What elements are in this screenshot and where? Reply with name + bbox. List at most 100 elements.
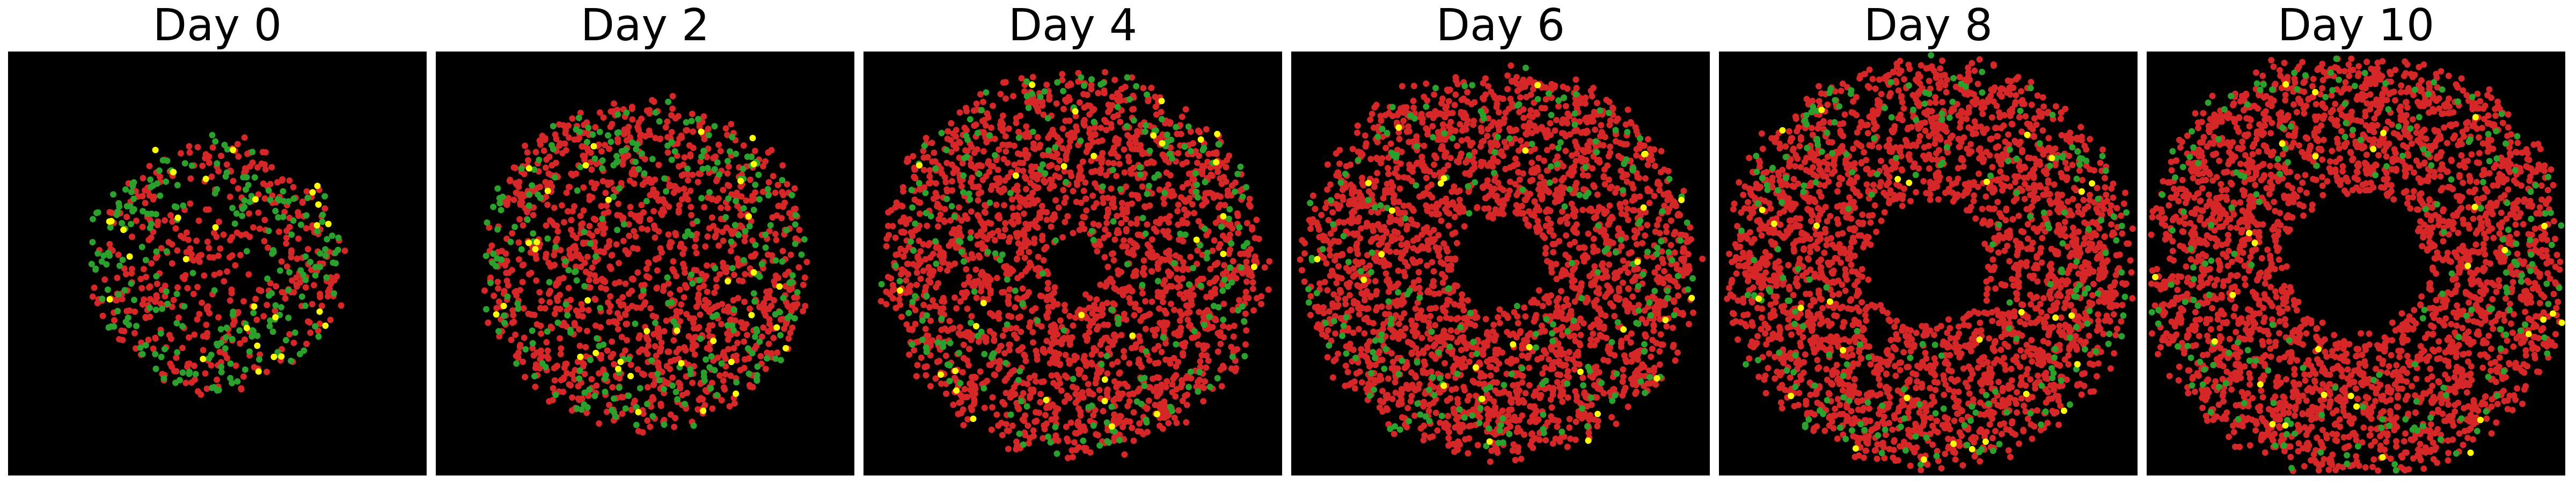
cell-point — [325, 293, 331, 300]
cell-point — [746, 223, 753, 230]
cell-point — [991, 135, 998, 142]
cell-point — [1154, 171, 1161, 178]
cell-point — [576, 326, 583, 333]
cell-point — [1060, 336, 1067, 343]
cell-point — [592, 124, 599, 131]
cell-point — [1150, 132, 1157, 139]
cell-point — [993, 175, 1000, 182]
cell-point — [896, 296, 903, 303]
cell-point — [741, 338, 748, 345]
cell-point — [153, 248, 160, 255]
cell-point — [912, 292, 918, 299]
cell-point — [895, 251, 902, 258]
cell-point — [547, 288, 554, 295]
cell-point — [662, 124, 669, 131]
cell-point — [1031, 372, 1038, 379]
cell-point — [1050, 335, 1057, 342]
cell-point — [548, 162, 555, 169]
cell-point — [1072, 108, 1079, 115]
cell-point — [975, 162, 981, 169]
cell-point — [568, 407, 575, 414]
cell-point — [698, 195, 705, 202]
cell-point — [224, 268, 231, 275]
cell-point — [1218, 383, 1225, 390]
cell-point — [250, 224, 257, 231]
cell-point — [1234, 346, 1241, 353]
cell-point — [583, 138, 590, 145]
cell-point — [303, 225, 310, 232]
cell-point — [1121, 146, 1128, 153]
cell-point — [704, 305, 711, 312]
cell-point — [341, 247, 348, 254]
cell-point — [649, 413, 656, 420]
cell-point — [747, 305, 753, 312]
cell-point — [1035, 108, 1042, 114]
cell-point — [550, 145, 557, 152]
cell-point — [1030, 145, 1037, 151]
cell-point — [1241, 318, 1248, 325]
cell-point — [601, 210, 608, 217]
cell-point — [697, 311, 704, 318]
cell-point — [1166, 150, 1173, 157]
cell-point — [943, 147, 950, 153]
cell-point — [967, 196, 974, 203]
cell-point — [1033, 103, 1040, 109]
cell-point — [762, 158, 769, 165]
cell-point — [936, 266, 943, 272]
cell-point — [1382, 144, 1389, 151]
cell-point — [1119, 211, 1126, 218]
cell-point — [1111, 284, 1118, 291]
cell-point — [1109, 102, 1116, 109]
cell-point — [971, 288, 978, 295]
cell-point — [625, 250, 632, 257]
cell-point — [302, 253, 309, 260]
cell-point — [957, 380, 964, 386]
cell-point — [707, 385, 714, 392]
cell-point — [1125, 153, 1132, 160]
cell-point — [1007, 189, 1014, 196]
cell-point — [577, 264, 584, 270]
cell-point — [1236, 224, 1243, 231]
cell-point — [999, 128, 1006, 135]
cell-point — [788, 285, 795, 292]
cell-point — [126, 253, 133, 260]
cell-point — [1007, 411, 1014, 418]
cell-point — [1078, 74, 1085, 81]
cell-point — [503, 201, 510, 208]
cell-point — [186, 149, 193, 156]
cell-point — [996, 146, 1002, 153]
cell-point — [892, 235, 899, 241]
cell-point — [591, 296, 598, 302]
cell-point — [241, 366, 248, 373]
cell-point — [515, 305, 522, 312]
cell-point — [1644, 162, 1651, 169]
cell-point — [977, 91, 984, 98]
cell-point — [1251, 257, 1258, 264]
cell-point — [1108, 403, 1115, 410]
cell-point — [1548, 404, 1555, 411]
cell-point — [975, 279, 982, 286]
cell-point — [747, 176, 753, 183]
cell-point — [1082, 358, 1088, 365]
cell-point — [762, 312, 769, 319]
cell-point — [262, 166, 269, 173]
cell-point — [1114, 227, 1121, 233]
cell-point — [1141, 128, 1148, 135]
cell-point — [1217, 193, 1224, 200]
cell-point — [1542, 437, 1549, 444]
cell-point — [648, 357, 655, 364]
cell-point — [911, 173, 918, 180]
cell-point — [1095, 222, 1102, 229]
cell-point — [997, 233, 1004, 239]
cell-point — [673, 308, 680, 314]
cell-point — [1021, 352, 1028, 358]
cell-point — [208, 352, 215, 358]
cell-point — [794, 289, 801, 296]
cell-point — [733, 390, 740, 397]
cell-point — [532, 149, 539, 156]
cell-point — [1057, 380, 1064, 387]
cell-point — [1139, 215, 1146, 222]
cell-point — [152, 335, 159, 342]
cell-point — [730, 306, 737, 313]
cell-point — [964, 215, 971, 222]
